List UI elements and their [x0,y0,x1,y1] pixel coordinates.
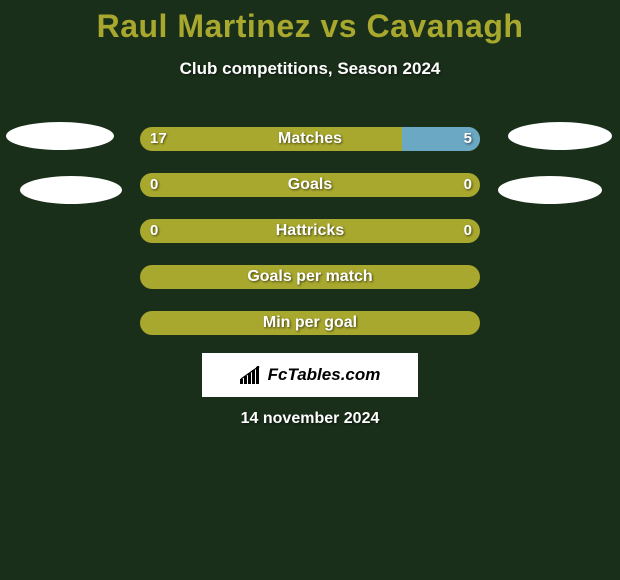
date-text: 14 november 2024 [0,410,620,428]
page-title: Raul Martinez vs Cavanagh [0,0,620,45]
decorative-ellipse [508,122,612,150]
bar-track [140,311,480,335]
stat-value-left: 17 [150,127,167,151]
stat-value-left: 0 [150,173,158,197]
comparison-rows: Matches175Goals00Hattricks00Goals per ma… [0,127,620,335]
bar-track [140,173,480,197]
stat-value-right: 0 [464,173,472,197]
decorative-ellipse [6,122,114,150]
decorative-ellipse [498,176,602,204]
decorative-ellipse [20,176,122,204]
stat-value-right: 5 [464,127,472,151]
page-subtitle: Club competitions, Season 2024 [0,59,620,79]
stat-value-right: 0 [464,219,472,243]
source-badge: FcTables.com [202,353,418,397]
stat-row: Hattricks00 [0,219,620,243]
barchart-icon [240,366,262,384]
source-badge-text: FcTables.com [268,365,381,385]
stat-row: Min per goal [0,311,620,335]
bar-track [140,219,480,243]
stat-row: Goals per match [0,265,620,289]
bar-track [140,127,480,151]
bar-track [140,265,480,289]
stat-value-left: 0 [150,219,158,243]
